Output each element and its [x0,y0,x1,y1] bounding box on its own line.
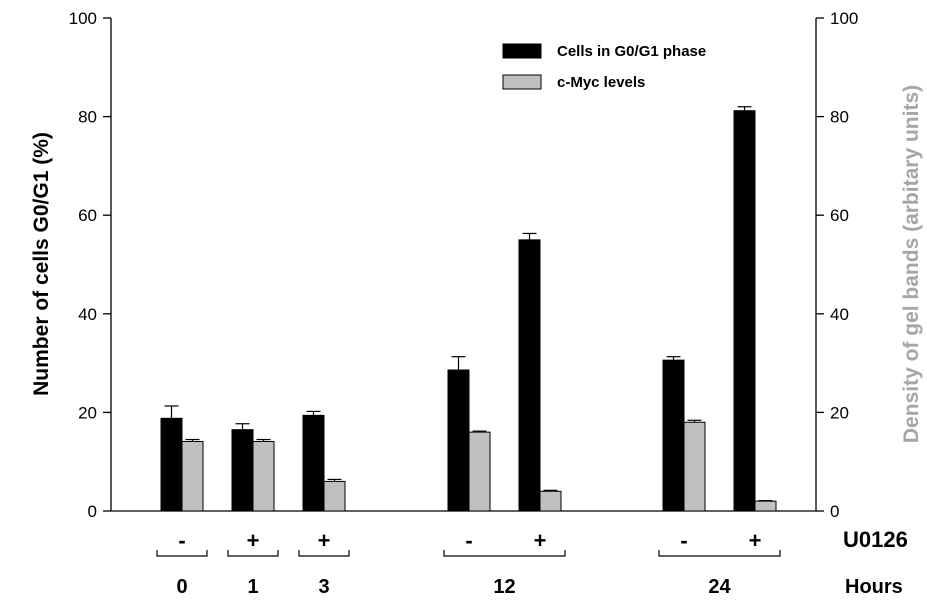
treatment-row-label: U0126 [843,527,908,552]
treatment-sign: - [465,528,472,553]
legend-swatch-cmyc [502,74,542,90]
right-tick-label: 20 [830,403,849,422]
treatment-sign: + [749,528,762,553]
cmyc-bar [539,490,562,512]
treatment-sign: - [680,528,687,553]
legend-label-g0g1: Cells in G0/G1 phase [557,43,706,60]
cmyc-bar [181,440,204,512]
hour-label: 0 [176,576,187,598]
hour-label: 24 [708,576,731,598]
treatment-sign: + [247,528,260,553]
hour-bracket [156,550,208,557]
hour-bracket [298,550,350,557]
left-tick-label: 60 [78,206,97,225]
hour-bracket [227,550,279,557]
tick-layer: 0 0 20 20 40 40 60 60 80 80 100 100 [69,9,859,521]
g0g1-bar [733,110,756,512]
left-tick-label: 20 [78,403,97,422]
hour-label: 1 [247,576,258,598]
bracket-layer: - + + - + - +0 1 3 12 24 [156,528,781,598]
treatment-sign: + [534,528,547,553]
g0g1-bar [447,369,470,512]
right-tick-label: 40 [830,305,849,324]
left-axis-title: Number of cells G0/G1 (%) [30,132,53,396]
g0g1-bar [302,414,325,512]
left-tick-label: 100 [69,9,97,28]
hour-label: 12 [493,576,515,598]
treatment-sign: - [178,528,185,553]
left-tick-label: 80 [78,108,97,127]
treatment-sign: + [318,528,331,553]
g0g1-bar [662,359,685,512]
cmyc-bar [323,480,346,512]
left-tick-label: 0 [88,502,97,521]
left-tick-label: 40 [78,305,97,324]
legend-label-cmyc: c-Myc levels [557,74,645,91]
cmyc-bar [754,500,777,512]
g0g1-bar [518,239,541,512]
hour-bracket [658,550,781,557]
legend-swatch-g0g1 [502,43,542,59]
cmyc-bar [252,440,275,512]
right-axis-title: Density of gel bands (arbitary units) [900,85,923,443]
g0g1-bar [231,429,254,512]
g0g1-bar [160,417,183,512]
right-tick-label: 80 [830,108,849,127]
hour-label: 3 [318,576,329,598]
cmyc-bar [468,431,491,512]
cmyc-bar [683,421,706,512]
right-tick-label: 100 [830,9,858,28]
bar-layer [160,106,777,512]
hours-row-label: Hours [845,576,903,598]
right-tick-label: 60 [830,206,849,225]
right-tick-label: 0 [830,502,839,521]
hour-bracket [443,550,566,557]
legend: Cells in G0/G1 phase c-Myc levels [502,43,706,91]
